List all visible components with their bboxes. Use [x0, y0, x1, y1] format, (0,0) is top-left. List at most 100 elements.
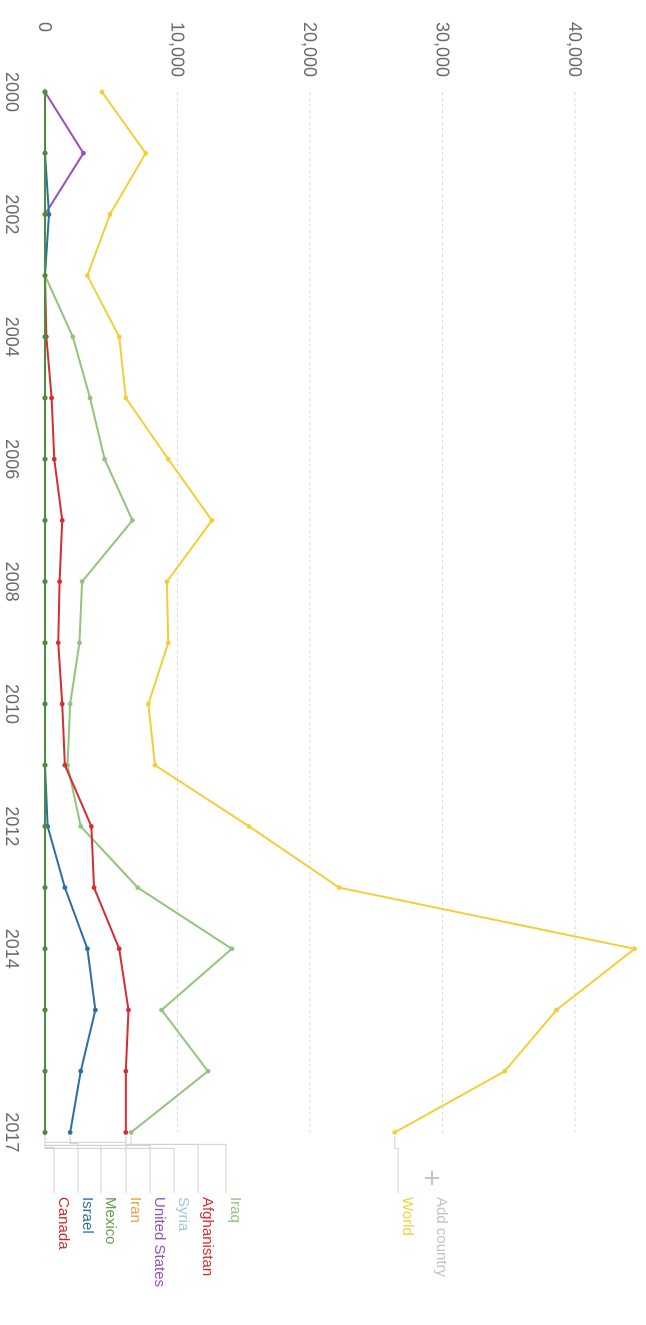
series-line [44, 91, 85, 1133]
data-point [42, 640, 48, 646]
data-point [392, 1130, 398, 1135]
year-tick-label: 2014 [2, 929, 22, 969]
legend-label[interactable]: Syria [175, 1197, 192, 1232]
legend-leader-line [44, 1136, 102, 1193]
data-point [42, 701, 48, 707]
data-point [502, 1068, 508, 1074]
legend[interactable]: World Iraq Afghanistan Syria United States Ir… [44, 1136, 450, 1287]
data-point [159, 1007, 165, 1013]
legend-label[interactable]: Iran [127, 1197, 144, 1223]
series-lines [42, 89, 638, 1135]
data-point [85, 946, 90, 952]
legend-label[interactable]: World [399, 1197, 416, 1236]
data-point [143, 150, 149, 156]
value-tick-label: 0 [35, 22, 55, 32]
data-point [49, 395, 55, 401]
year-tick-label: 2006 [2, 439, 22, 479]
legend-label[interactable]: Mexico [102, 1197, 119, 1245]
data-point [42, 824, 48, 829]
data-point [123, 395, 129, 401]
legend-leader-line [44, 1136, 127, 1193]
data-point [79, 579, 85, 584]
data-point [87, 395, 93, 401]
series-world [85, 89, 638, 1135]
series-united-states [42, 89, 86, 1135]
data-point [62, 762, 68, 768]
value-tick-label: 30,000 [433, 22, 453, 77]
data-point [42, 518, 48, 523]
data-point [42, 946, 48, 952]
series-afghanistan [42, 89, 131, 1135]
data-point [42, 150, 48, 156]
data-point [42, 885, 48, 890]
legend-leader-line [125, 1136, 199, 1193]
year-tick-label: 2004 [2, 317, 22, 357]
value-tick-label: 10,000 [168, 22, 188, 77]
data-point [164, 579, 170, 584]
series-line [86, 91, 636, 1134]
data-point [42, 1068, 48, 1074]
data-point [632, 946, 638, 952]
legend-item-afghanistan[interactable]: Afghanistan [125, 1136, 216, 1276]
data-point [126, 1007, 131, 1013]
year-tick-label: 2002 [2, 194, 22, 234]
legend-item-world[interactable]: World [394, 1136, 416, 1236]
data-point [88, 824, 94, 829]
series-israel [42, 89, 98, 1135]
data-point [78, 824, 84, 829]
data-point [209, 518, 215, 523]
data-point [67, 1130, 73, 1135]
value-tick-label: 20,000 [300, 22, 320, 77]
data-point [554, 1007, 559, 1013]
legend-item-canada[interactable]: Canada [44, 1136, 72, 1250]
data-point [55, 640, 61, 646]
legend-item-israel[interactable]: Israel [69, 1136, 96, 1234]
data-point [102, 456, 108, 462]
data-point [67, 701, 73, 707]
legend-label[interactable]: United States [151, 1197, 168, 1287]
data-point [78, 1068, 84, 1074]
data-point [145, 701, 151, 707]
series-line [44, 92, 130, 1133]
data-point [42, 1130, 48, 1135]
legend-label[interactable]: Iraq [227, 1197, 244, 1223]
axis-ticks: 0 10,000 20,000 30,000 40,000 2000 2002 2004 200… [2, 22, 585, 1152]
data-point [165, 640, 171, 646]
year-tick-label: 2017 [2, 1112, 22, 1152]
data-point [135, 885, 141, 890]
data-point [42, 273, 48, 278]
legend-label[interactable]: Afghanistan [199, 1197, 216, 1276]
data-point [57, 579, 62, 584]
data-point [59, 518, 65, 523]
series-mexico-overlay- [42, 89, 48, 1135]
data-point [42, 334, 48, 340]
legend-leader-line [44, 1136, 55, 1193]
data-point [152, 762, 158, 768]
data-point [85, 273, 90, 278]
legend-label[interactable]: Israel [79, 1197, 96, 1234]
data-point [46, 212, 52, 217]
data-point [165, 456, 171, 462]
data-point [59, 701, 65, 707]
legend-label[interactable]: Canada [55, 1197, 72, 1250]
data-point [123, 1068, 129, 1074]
series-iraq [42, 89, 235, 1135]
data-point [51, 456, 57, 462]
data-point [42, 395, 48, 401]
legend-leader-line [69, 1136, 79, 1193]
data-point [130, 518, 135, 523]
data-point [229, 946, 235, 952]
add-country-label[interactable]: Add country [433, 1197, 450, 1278]
data-point [42, 579, 48, 584]
year-tick-label: 2012 [2, 806, 22, 846]
series-line [44, 92, 97, 1133]
data-point [77, 640, 82, 646]
data-point [246, 824, 252, 829]
data-point [116, 946, 122, 952]
data-point [99, 89, 105, 95]
data-point [62, 885, 68, 890]
data-point [42, 1007, 48, 1013]
data-point [107, 212, 113, 217]
add-country-button[interactable]: Add country [425, 1171, 450, 1278]
